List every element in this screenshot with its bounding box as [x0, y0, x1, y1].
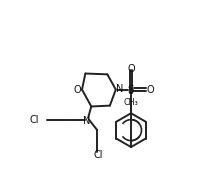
- Text: N: N: [116, 84, 123, 94]
- Text: N: N: [82, 116, 90, 126]
- Text: O: O: [147, 84, 154, 95]
- Text: O: O: [73, 84, 81, 95]
- Text: Cl: Cl: [30, 115, 39, 125]
- Text: Cl: Cl: [93, 150, 103, 160]
- Text: S: S: [128, 84, 134, 95]
- Text: CH₃: CH₃: [124, 98, 138, 107]
- Text: O: O: [127, 64, 135, 74]
